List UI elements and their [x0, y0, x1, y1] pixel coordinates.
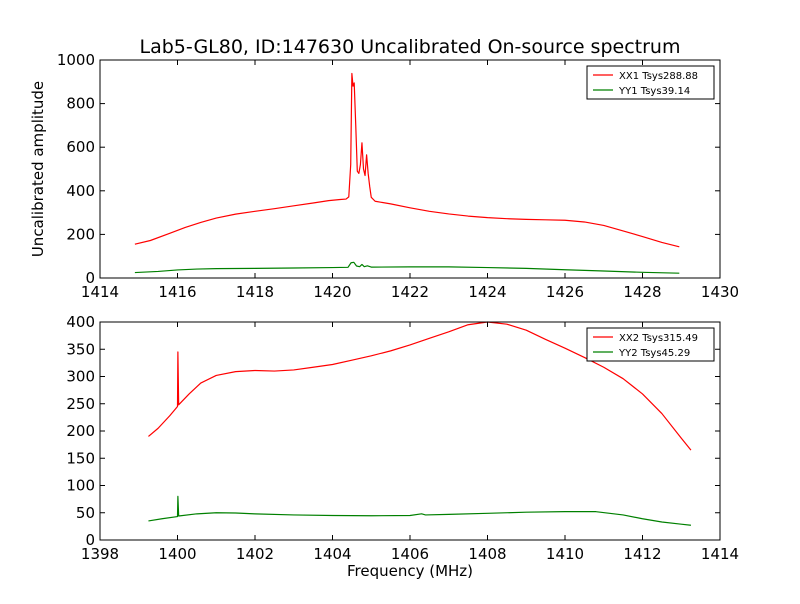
top-series-line-0	[134, 72, 680, 248]
top-x-tick-label-6: 1426	[546, 283, 584, 301]
bottom-y-tick-label-1: 50	[76, 504, 95, 522]
bottom-x-tick-label-4: 1406	[391, 545, 429, 563]
top-y-tick-label-3: 600	[66, 138, 95, 156]
top-x-tick-label-8: 1430	[701, 283, 739, 301]
top-legend-label-1: YY1 Tsys39.14	[618, 86, 690, 97]
bottom-legend-label-1: YY2 Tsys45.29	[618, 348, 690, 359]
top-x-tick-label-1: 1416	[158, 283, 196, 301]
bottom-y-tick-label-5: 250	[66, 395, 95, 413]
bottom-x-tick-label-1: 1400	[158, 545, 196, 563]
bottom-x-tick-label-0: 1398	[81, 545, 119, 563]
top-x-tick-label-7: 1428	[623, 283, 661, 301]
bottom-x-axis-label: Frequency (MHz)	[347, 562, 473, 580]
top-y-tick-label-1: 200	[66, 225, 95, 243]
top-x-tick-label-3: 1420	[313, 283, 351, 301]
bottom-x-tick-label-8: 1414	[701, 545, 739, 563]
bottom-x-tick-label-6: 1410	[546, 545, 584, 563]
bottom-legend	[586, 327, 715, 362]
bottom-legend-label-0: XX2 Tsys315.49	[619, 333, 698, 344]
top-x-tick-label-0: 1414	[81, 283, 119, 301]
chart-title: Lab5-GL80, ID:147630 Uncalibrated On-sou…	[140, 36, 681, 58]
top-x-tick-label-4: 1422	[391, 283, 429, 301]
bottom-y-tick-label-3: 150	[66, 449, 95, 467]
bottom-y-tick-label-0: 0	[85, 531, 95, 549]
bottom-x-tick-label-3: 1404	[313, 545, 351, 563]
top-y-tick-label-2: 400	[66, 182, 95, 200]
top-series-line-1	[134, 261, 680, 274]
bottom-x-tick-label-5: 1408	[468, 545, 506, 563]
bottom-series-line-0	[148, 321, 692, 451]
top-y-tick-label-4: 800	[66, 95, 95, 113]
bottom-y-tick-label-2: 100	[66, 477, 95, 495]
bottom-y-tick-label-4: 200	[66, 422, 95, 440]
top-y-axis-label: Uncalibrated amplitude	[29, 81, 47, 257]
bottom-y-tick-label-6: 300	[66, 368, 95, 386]
top-legend	[586, 65, 715, 100]
top-legend-label-0: XX1 Tsys288.88	[619, 71, 698, 82]
top-x-tick-label-5: 1424	[468, 283, 506, 301]
top-x-tick-label-2: 1418	[236, 283, 274, 301]
bottom-x-tick-label-2: 1402	[236, 545, 274, 563]
bottom-y-tick-label-8: 400	[66, 313, 95, 331]
top-y-tick-label-0: 0	[85, 269, 95, 287]
bottom-x-tick-label-7: 1412	[623, 545, 661, 563]
bottom-series-line-1	[148, 495, 692, 526]
bottom-y-tick-label-7: 350	[66, 340, 95, 358]
top-y-tick-label-5: 1000	[57, 51, 95, 69]
